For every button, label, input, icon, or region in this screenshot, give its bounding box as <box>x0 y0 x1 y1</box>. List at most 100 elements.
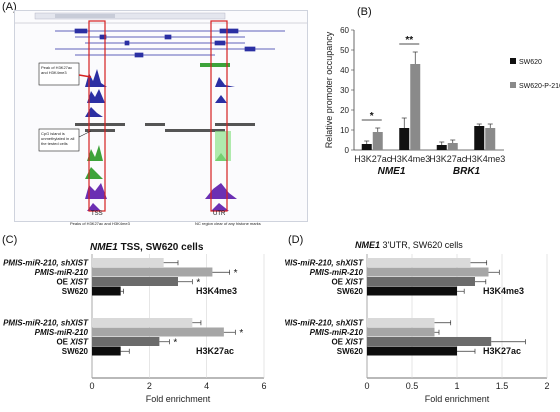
bar-sw620-p-210 <box>485 128 496 150</box>
x-tick-label: H3K4me3 <box>465 154 505 164</box>
peak-annotation: Peak of H3K27ac and H3K4me3 <box>41 65 73 75</box>
bar <box>92 267 213 277</box>
x-tick-label: 0 <box>89 381 94 391</box>
gene-group-label: NME1 <box>378 166 406 177</box>
panel-b-letter: (B) <box>357 6 372 18</box>
utr-caption: NC region clear of any histone marks <box>195 221 261 226</box>
bar-label: OE XIST <box>56 278 89 287</box>
bar <box>92 318 193 327</box>
x-tick-label: 4 <box>204 381 209 391</box>
panel-a-letter: (A) <box>2 1 17 13</box>
x-axis-label: Fold enrichment <box>425 394 490 404</box>
panel-d-title: NME1 3'UTR, SW620 cells <box>355 240 463 250</box>
utr-label: UTR <box>213 211 226 217</box>
panel-c-title-gene: NME1 <box>90 242 118 253</box>
bar-sw620 <box>436 145 447 150</box>
y-tick-label: 30 <box>340 86 349 95</box>
bar <box>367 258 471 267</box>
x-tick-label: 1 <box>454 381 459 391</box>
utr-enrichment-chart: 0 0.5 1 1.5 2 Fold enrichment PMIS-miR-210, sh… <box>285 254 550 404</box>
genome-browser-view: Peak of H3K27ac and H3K4me3 CpG island i… <box>14 10 308 222</box>
bar <box>367 346 457 356</box>
bar-label: SW620 <box>337 347 364 356</box>
bar <box>92 286 121 296</box>
bar-sw620-p-210 <box>410 64 421 150</box>
bar-label: OE XIST <box>331 338 364 347</box>
bar-sw620-p-210 <box>372 132 383 150</box>
bar-sw620 <box>361 144 372 150</box>
panel-c-title: NME1 TSS, SW620 cells <box>90 242 203 253</box>
bar-sw620-p-210 <box>447 143 458 150</box>
legend-label: SW620-P-210 <box>519 83 560 90</box>
x-tick-label: H3K4me3 <box>390 154 430 164</box>
bar <box>92 258 164 267</box>
significance-marker: * <box>196 278 200 289</box>
gene-group-label: BRK1 <box>453 166 481 177</box>
mark-label: H3K27ac <box>483 346 521 356</box>
bar-label: PMIS-miR-210 <box>35 268 89 277</box>
bar-label: PMIS-miR-210, shXIST <box>3 319 89 328</box>
bar-sw620 <box>474 126 485 150</box>
significance-marker: * <box>239 328 243 339</box>
mark-label: H3K4me3 <box>483 286 524 296</box>
x-tick-label: 1.5 <box>496 381 509 391</box>
y-tick-label: 60 <box>340 26 349 35</box>
genome-tracks <box>15 12 307 212</box>
bar <box>92 277 178 286</box>
x-axis-label: Fold enrichment <box>146 394 211 404</box>
bar-label: SW620 <box>337 287 364 296</box>
y-tick-label: 20 <box>340 106 349 115</box>
panel-d-title-text: 3'UTR, SW620 cells <box>380 240 463 250</box>
legend-swatch <box>510 58 516 64</box>
significance-marker: * <box>173 338 177 349</box>
mark-label: H3K27ac <box>196 346 234 356</box>
legend-label: SW620 <box>519 59 542 66</box>
bar-label: PMIS-miR-210 <box>310 268 364 277</box>
bar <box>92 337 160 346</box>
x-tick-label: 2 <box>147 381 152 391</box>
panel-d-title-gene: NME1 <box>355 240 381 250</box>
y-tick-label: 50 <box>340 46 349 55</box>
panel-d-letter: (D) <box>288 234 304 246</box>
y-axis-label: Relative promoter occupancy <box>324 31 334 148</box>
bar-sw620 <box>399 128 410 150</box>
x-tick-label: H3K27ac <box>429 154 467 164</box>
bar <box>367 277 475 286</box>
y-tick-label: 10 <box>340 126 349 135</box>
x-tick-label: 6 <box>261 381 266 391</box>
cpg-annotation: CpG island is unmethylated in all the te… <box>41 131 75 146</box>
x-tick-label: 2 <box>544 381 549 391</box>
bar <box>367 267 489 277</box>
panel-c-title-text: TSS, SW620 cells <box>117 242 204 253</box>
bar-label: PMIS-miR-210, shXIST <box>3 259 89 268</box>
bar <box>92 327 224 337</box>
x-tick-label: H3K27ac <box>354 154 392 164</box>
significance-marker: ** <box>405 35 413 46</box>
bar <box>92 346 121 356</box>
promoter-occupancy-chart: 0 10 20 30 40 50 60 Relative promoter occupancy… <box>324 26 560 177</box>
legend-swatch <box>510 82 516 88</box>
bar-label: SW620 <box>62 287 89 296</box>
significance-marker: * <box>370 111 374 122</box>
mark-label: H3K4me3 <box>196 286 237 296</box>
y-tick-label: 40 <box>340 66 349 75</box>
significance-marker: * <box>234 268 238 279</box>
tss-caption: Peaks of H3K27ac and H3K4me3 <box>70 221 130 226</box>
bar-label: PMIS-miR-210 <box>35 328 89 337</box>
x-tick-label: 0.5 <box>406 381 419 391</box>
bar <box>367 337 492 346</box>
panel-c-letter: (C) <box>2 234 18 246</box>
x-tick-label: 0 <box>364 381 369 391</box>
tss-label: TSS <box>91 211 103 217</box>
bar-label: SW620 <box>62 347 89 356</box>
bar-label: PMIS-miR-210, shXIST <box>285 259 364 268</box>
bar-label: OE XIST <box>56 338 89 347</box>
bar-label: OE XIST <box>331 278 364 287</box>
bar <box>367 327 435 337</box>
bar <box>367 286 457 296</box>
bar <box>367 318 435 327</box>
bar-label: PMIS-miR-210, shXIST <box>285 319 364 328</box>
y-tick-label: 0 <box>345 146 350 155</box>
bar-label: PMIS-miR-210 <box>310 328 364 337</box>
